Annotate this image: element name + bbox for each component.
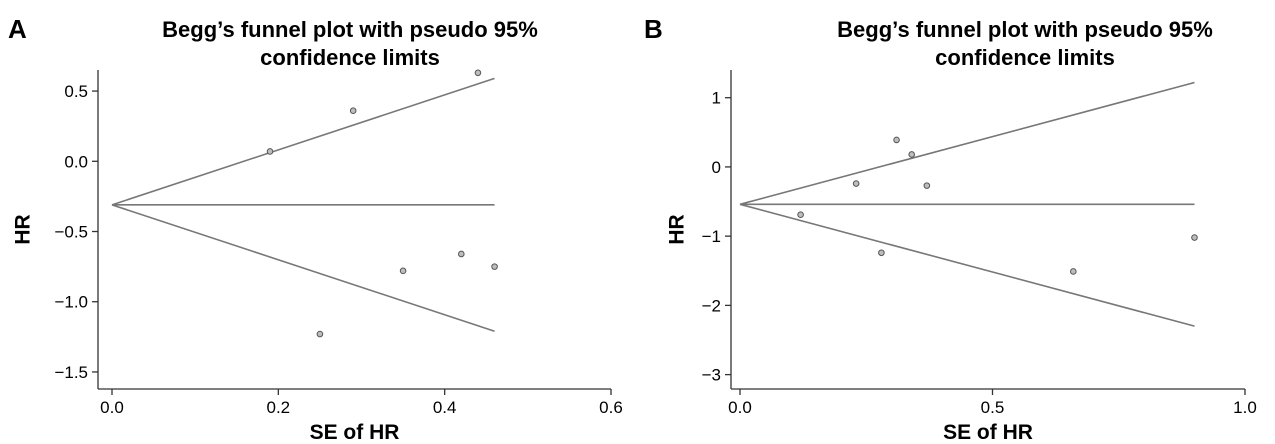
x-axis-label: SE of HR [310, 421, 400, 444]
funnel-plot-a: −1.5 −1.0 −0.5 0.0 0.5 0.0 0.2 0.4 0.6 SE of HR HR [12, 69, 623, 444]
chart-title-line-1: Begg’s funnel plot with pseudo 95% [837, 17, 1213, 42]
data-point [797, 211, 804, 218]
data-point [893, 136, 900, 144]
funnel-plot-b: −3 −2 −1 0 1 0.0 0.5 1.0 SE of HR HR [666, 70, 1257, 444]
x-tick-label: 0.5 [981, 398, 1005, 417]
y-tick-label: 0.5 [64, 82, 88, 101]
panel-letter: B [644, 14, 663, 44]
x-tick-label: 0.2 [267, 398, 291, 417]
x-tick-label: 1.0 [1233, 398, 1257, 417]
y-tick-label: −0.5 [54, 223, 88, 242]
data-point [349, 107, 357, 115]
y-tick-label: −1.0 [54, 293, 88, 312]
y-tick-label: −2 [702, 296, 721, 315]
data-point [399, 267, 407, 275]
data-point [923, 182, 931, 189]
data-point [316, 330, 324, 338]
x-tick-label: 0.6 [599, 398, 623, 417]
x-axis-label: SE of HR [943, 421, 1033, 444]
x-tick-label: 0.0 [100, 398, 124, 417]
x-tick-label: 0.0 [728, 398, 752, 417]
x-tick-label: 0.4 [433, 398, 457, 417]
upper-confidence-limit-line [739, 81, 1195, 206]
y-axis-label: HR [666, 214, 689, 244]
data-point [878, 249, 885, 257]
funnel-plot-panel-a: A Begg’s funnel plot with pseudo 95% con… [8, 14, 623, 444]
chart-title-line-1: Begg’s funnel plot with pseudo 95% [162, 17, 538, 42]
upper-confidence-limit-line [111, 77, 495, 206]
y-tick-label: 0 [712, 158, 721, 177]
data-point [1070, 268, 1077, 275]
y-tick-label: −1.5 [54, 363, 88, 382]
chart-title: Begg’s funnel plot with pseudo 95% confi… [110, 16, 590, 72]
data-point [908, 151, 916, 158]
panel-letter: A [8, 14, 27, 44]
lower-confidence-limit-line [111, 204, 495, 332]
chart-title-line-2: confidence limits [935, 45, 1115, 70]
lower-confidence-limit-line [739, 203, 1195, 327]
y-tick-label: −3 [702, 366, 721, 385]
chart-title: Begg’s funnel plot with pseudo 95% confi… [780, 16, 1270, 72]
data-point [852, 180, 860, 187]
y-tick-label: 0.0 [64, 152, 88, 171]
data-point [474, 69, 482, 77]
y-tick-label: 1 [712, 89, 721, 108]
data-point [266, 148, 274, 155]
data-point [1191, 234, 1198, 241]
data-point [491, 263, 498, 270]
y-tick-label: −1 [702, 227, 721, 246]
funnel-plot-panel-b: B Begg’s funnel plot with pseudo 95% con… [640, 0, 1275, 444]
data-point [458, 250, 465, 258]
y-axis-label: HR [12, 214, 35, 244]
chart-title-line-2: confidence limits [260, 45, 440, 70]
